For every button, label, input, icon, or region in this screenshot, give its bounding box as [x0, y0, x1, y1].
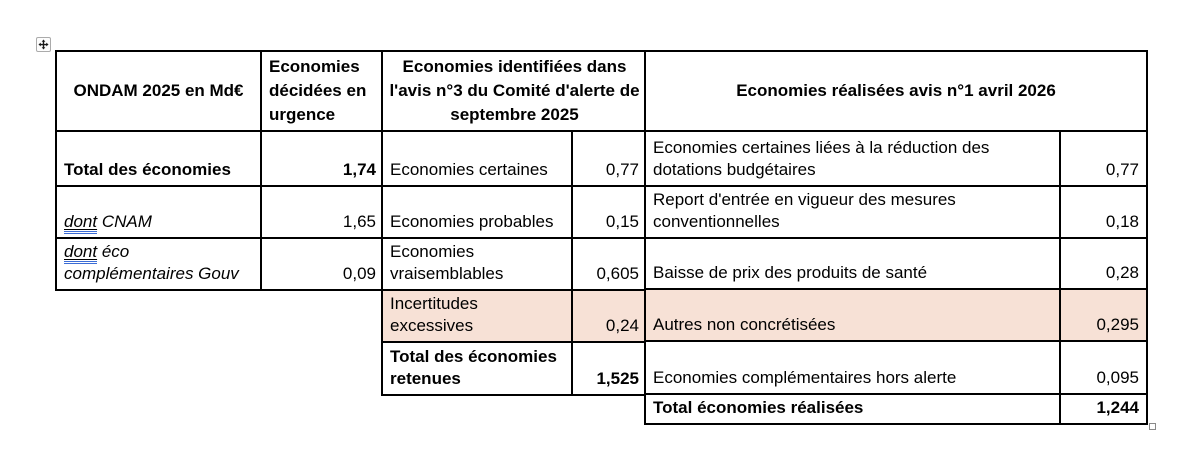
move-arrows-icon: [38, 39, 49, 50]
header-economies-realisees-avis1[interactable]: Economies réalisées avis n°1 avril 2026: [644, 50, 1148, 132]
cell-dont-cnam[interactable]: dont CNAM: [55, 185, 262, 239]
cell-economies-complementaires-hors-alerte[interactable]: Economies complémentaires hors alerte: [644, 340, 1061, 395]
header-economies-decidees-urgence[interactable]: Economies décidées en urgence: [260, 50, 385, 132]
table-resize-handle[interactable]: [1149, 423, 1156, 430]
cell-autres-non-concretisees-value[interactable]: 0,295: [1059, 288, 1148, 342]
grammar-underlined-word: dont: [64, 242, 98, 264]
cell-incertitudes-excessives-value[interactable]: 0,24: [570, 289, 649, 343]
cell-economies-certaines-value[interactable]: 0,77: [570, 130, 649, 187]
cell-economies-vraisemblables-value[interactable]: 0,605: [570, 237, 649, 291]
header-economies-identifiees-avis3[interactable]: Economies identifiées dans l'avis n°3 du…: [380, 50, 649, 132]
cell-dont-eco-complementaires-value[interactable]: 0,09: [260, 237, 385, 291]
cell-baisse-prix-produits-sante[interactable]: Baisse de prix des produits de santé: [644, 237, 1061, 290]
table-move-handle[interactable]: [36, 37, 51, 52]
cell-economies-vraisemblables[interactable]: Economies vraisemblables: [381, 237, 573, 291]
cell-autres-non-concretisees[interactable]: Autres non concrétisées: [644, 288, 1061, 342]
cell-economies-probables[interactable]: Economies probables: [381, 185, 573, 239]
cell-total-economies-realisees[interactable]: Total économies réalisées: [644, 393, 1061, 425]
cell-incertitudes-excessives[interactable]: Incertitudes excessives: [381, 289, 573, 343]
cell-total-economies-retenues[interactable]: Total des économies retenues: [381, 341, 573, 396]
cell-text: CNAM: [97, 212, 152, 231]
cell-total-economies-retenues-value[interactable]: 1,525: [570, 341, 649, 396]
grammar-underlined-word: dont: [64, 212, 98, 234]
cell-total-economies-realisees-value[interactable]: 1,244: [1059, 393, 1148, 425]
cell-economies-certaines-dotations-value[interactable]: 0,77: [1059, 130, 1148, 187]
cell-economies-complementaires-hors-alerte-value[interactable]: 0,095: [1059, 340, 1148, 395]
cell-dont-cnam-value[interactable]: 1,65: [260, 185, 385, 239]
cell-economies-probables-value[interactable]: 0,15: [570, 185, 649, 239]
cell-baisse-prix-produits-sante-value[interactable]: 0,28: [1059, 237, 1148, 290]
cell-report-entree-vigueur-value[interactable]: 0,18: [1059, 185, 1148, 239]
cell-total-des-economies-value[interactable]: 1,74: [260, 130, 385, 187]
table-section-left: ONDAM 2025 en Md€ Economies décidées en …: [55, 50, 385, 291]
table-section-right: Economies réalisées avis n°1 avril 2026 …: [644, 50, 1148, 425]
cell-economies-certaines-dotations[interactable]: Economies certaines liées à la réduction…: [644, 130, 1061, 187]
cell-economies-certaines[interactable]: Economies certaines: [381, 130, 573, 187]
cell-total-des-economies[interactable]: Total des économies: [55, 130, 262, 187]
header-ondam-2025[interactable]: ONDAM 2025 en Md€: [55, 50, 262, 132]
cell-dont-eco-complementaires[interactable]: dont éco complémentaires Gouv: [55, 237, 262, 291]
table-section-middle: Economies identifiées dans l'avis n°3 du…: [380, 50, 649, 396]
cell-text: éco complémentaires Gouv: [64, 242, 239, 283]
cell-report-entree-vigueur[interactable]: Report d'entrée en vigueur des mesures c…: [644, 185, 1061, 239]
